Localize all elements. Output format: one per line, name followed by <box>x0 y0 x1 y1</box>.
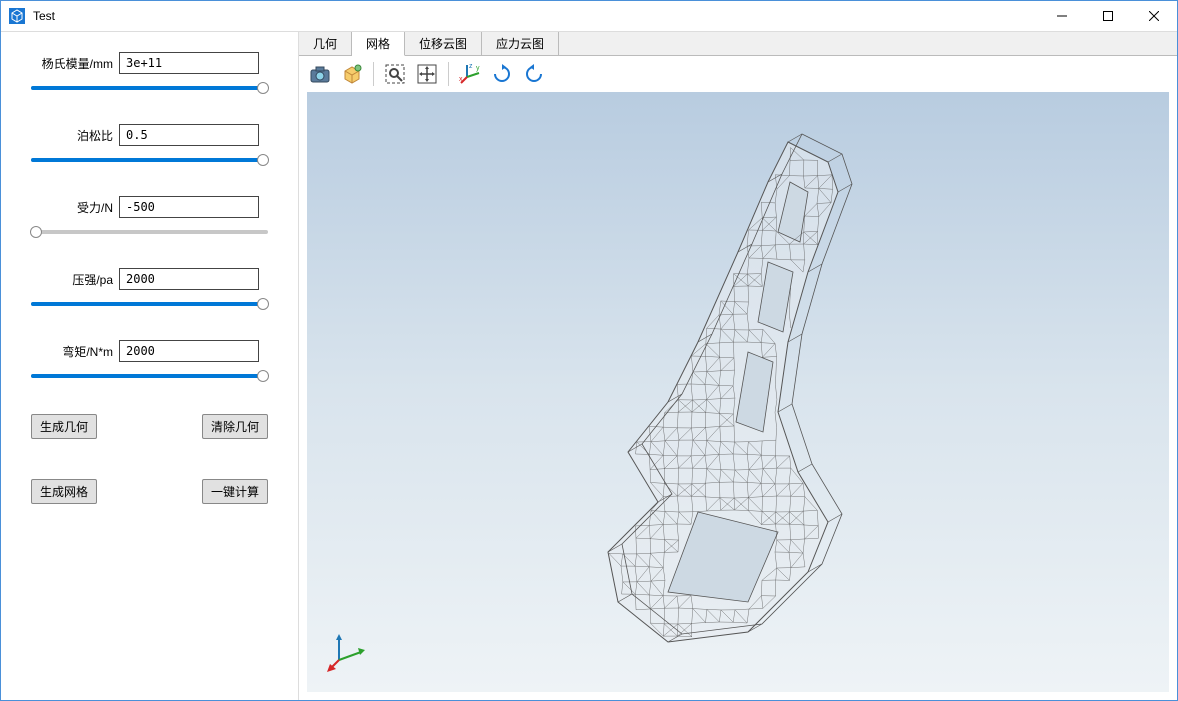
param-group: 弯矩/N*m <box>31 340 268 384</box>
svg-text:x: x <box>459 76 463 83</box>
viewport[interactable] <box>307 92 1169 692</box>
param-group: 泊松比 <box>31 124 268 168</box>
button-row-2: 生成网格 一键计算 <box>31 479 268 504</box>
toolbar: zy x <box>299 56 1177 92</box>
param-input-0[interactable] <box>119 52 259 74</box>
param-label: 压强/pa <box>31 271 119 288</box>
rotate-ccw-icon[interactable] <box>519 59 549 89</box>
button-row-1: 生成几何 清除几何 <box>31 414 268 439</box>
minimize-button[interactable] <box>1039 1 1085 32</box>
tab-2[interactable]: 位移云图 <box>405 32 482 55</box>
axes-icon[interactable]: zy x <box>455 59 485 89</box>
param-input-2[interactable] <box>119 196 259 218</box>
param-slider-0[interactable] <box>31 80 268 96</box>
param-slider-1[interactable] <box>31 152 268 168</box>
toolbar-separator <box>373 62 374 86</box>
rotate-cw-icon[interactable] <box>487 59 517 89</box>
generate-mesh-button[interactable]: 生成网格 <box>31 479 97 504</box>
tab-1[interactable]: 网格 <box>352 32 405 56</box>
one-click-calc-button[interactable]: 一键计算 <box>202 479 268 504</box>
clear-geometry-button[interactable]: 清除几何 <box>202 414 268 439</box>
titlebar: Test <box>1 1 1177 32</box>
sidebar: 杨氏模量/mm 泊松比 受力/N 压强/pa <box>1 32 298 700</box>
svg-text:z: z <box>469 63 473 70</box>
axis-triad-icon <box>327 632 367 672</box>
param-input-4[interactable] <box>119 340 259 362</box>
param-slider-2[interactable] <box>31 224 268 240</box>
window-controls <box>1039 1 1177 32</box>
mesh-render <box>548 132 928 652</box>
param-label: 杨氏模量/mm <box>31 55 119 72</box>
maximize-button[interactable] <box>1085 1 1131 32</box>
cube-icon[interactable] <box>337 59 367 89</box>
tabs: 几何网格位移云图应力云图 <box>299 32 1177 56</box>
param-label: 受力/N <box>31 199 119 216</box>
param-label: 弯矩/N*m <box>31 343 119 360</box>
svg-text:y: y <box>476 65 480 72</box>
right-pane: 几何网格位移云图应力云图 zy x <box>298 32 1177 700</box>
generate-geometry-button[interactable]: 生成几何 <box>31 414 97 439</box>
param-group: 受力/N <box>31 196 268 240</box>
param-input-3[interactable] <box>119 268 259 290</box>
param-group: 杨氏模量/mm <box>31 52 268 96</box>
window-title: Test <box>33 9 1039 23</box>
param-label: 泊松比 <box>31 127 119 144</box>
fit-icon[interactable] <box>412 59 442 89</box>
zoom-box-icon[interactable] <box>380 59 410 89</box>
param-slider-4[interactable] <box>31 368 268 384</box>
tab-0[interactable]: 几何 <box>299 32 352 55</box>
camera-icon[interactable] <box>305 59 335 89</box>
param-input-1[interactable] <box>119 124 259 146</box>
app-icon <box>9 8 25 24</box>
tab-3[interactable]: 应力云图 <box>482 32 559 55</box>
param-slider-3[interactable] <box>31 296 268 312</box>
param-group: 压强/pa <box>31 268 268 312</box>
close-button[interactable] <box>1131 1 1177 32</box>
main-layout: 杨氏模量/mm 泊松比 受力/N 压强/pa <box>1 32 1177 700</box>
toolbar-separator <box>448 62 449 86</box>
